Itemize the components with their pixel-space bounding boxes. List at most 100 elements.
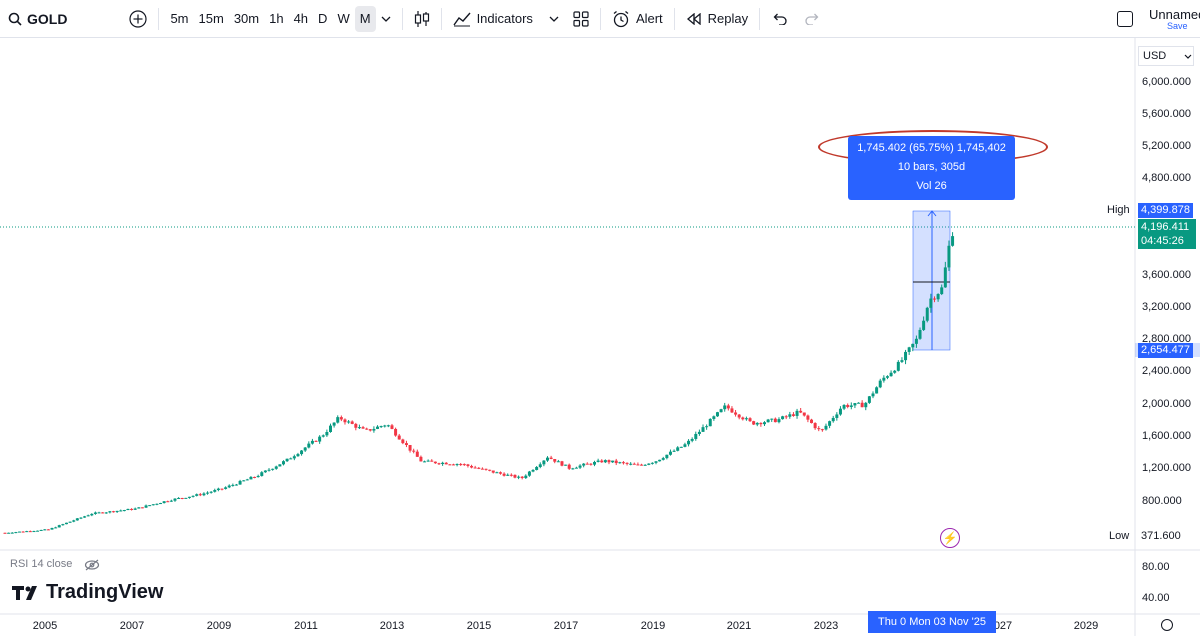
- candle-body: [683, 444, 687, 447]
- candle-body: [86, 515, 90, 517]
- candle-body: [36, 530, 40, 532]
- candle-body: [766, 419, 770, 423]
- y-tick-label: 6,000.000: [1142, 76, 1191, 88]
- candle-body: [658, 459, 662, 462]
- eye-off-icon[interactable]: [84, 559, 100, 571]
- interval-15m[interactable]: 15m: [198, 11, 224, 26]
- candle-body: [357, 427, 361, 429]
- candle-body: [339, 417, 343, 420]
- candle-body: [54, 527, 58, 529]
- measure-tooltip: 1,745.402 (65.75%) 1,745,402 10 bars, 30…: [848, 136, 1015, 200]
- candle-body: [303, 447, 307, 451]
- undo-button[interactable]: [766, 6, 792, 32]
- chevron-down-icon: [381, 16, 391, 22]
- candle-body: [415, 451, 419, 457]
- candle-body: [274, 466, 278, 469]
- candle-body: [462, 464, 466, 466]
- candle-body: [206, 492, 210, 494]
- candle-body: [918, 329, 922, 339]
- interval-4h[interactable]: 4h: [293, 11, 309, 26]
- candle-body: [629, 463, 633, 465]
- candle-body: [448, 464, 452, 466]
- interval-5m[interactable]: 5m: [170, 11, 189, 26]
- candle-body: [802, 412, 806, 416]
- compare-button[interactable]: [124, 6, 152, 32]
- candle-body: [853, 403, 857, 406]
- candle-body: [318, 436, 322, 442]
- indicators-dropdown[interactable]: [544, 6, 564, 32]
- chart-area[interactable]: 6,000.000 5,600.000 5,200.000 4,800.000 3,60…: [0, 38, 1200, 636]
- candle-body: [687, 440, 691, 445]
- candle-body: [520, 476, 524, 479]
- candle-body: [788, 414, 792, 417]
- candle-body: [701, 427, 705, 432]
- candle-body: [289, 458, 293, 460]
- candle-body: [900, 360, 904, 362]
- candle-body: [361, 427, 365, 429]
- redo-button[interactable]: [800, 6, 826, 32]
- candle-body: [748, 418, 752, 422]
- candle-body: [867, 396, 871, 403]
- candle-body: [773, 418, 777, 423]
- settings-icon[interactable]: [1161, 619, 1173, 631]
- candle-body: [285, 458, 289, 462]
- candle-body: [640, 464, 644, 466]
- high-label: High: [1104, 203, 1133, 218]
- candle-body: [947, 245, 951, 268]
- templates-button[interactable]: [568, 6, 594, 32]
- currency-select[interactable]: USD: [1138, 46, 1194, 66]
- symbol-search[interactable]: GOLD: [0, 6, 72, 32]
- interval-30m[interactable]: 30m: [233, 11, 260, 26]
- redo-icon: [805, 13, 819, 25]
- candle-body: [625, 462, 629, 464]
- indicators-button[interactable]: Indicators: [448, 6, 538, 32]
- chart-type-button[interactable]: [409, 6, 435, 32]
- candle-body: [151, 504, 155, 506]
- save-button[interactable]: Save: [1167, 21, 1188, 31]
- candle-body: [741, 417, 745, 420]
- candle-body: [925, 307, 929, 321]
- candle-body: [820, 429, 824, 431]
- candle-body: [549, 457, 553, 459]
- candle-body: [397, 435, 401, 440]
- candle-body: [379, 426, 383, 428]
- candle-body: [784, 416, 788, 418]
- candle-body: [115, 510, 119, 512]
- candle-body: [325, 431, 329, 436]
- candles-icon: [414, 10, 429, 27]
- x-tick-label: 2013: [380, 620, 404, 632]
- candle-body: [404, 443, 408, 445]
- candle-body: [180, 497, 184, 499]
- layout-name[interactable]: Unnamed: [1149, 7, 1200, 22]
- candle-body: [444, 462, 448, 465]
- interval-w[interactable]: W: [337, 11, 350, 26]
- candle-body: [271, 468, 275, 470]
- candle-body: [553, 458, 557, 462]
- interval-1h[interactable]: 1h: [269, 11, 284, 26]
- interval-m[interactable]: M: [354, 5, 376, 32]
- candle-body: [365, 428, 369, 430]
- rsi-label: RSI 14 close: [10, 558, 73, 570]
- candle-body: [730, 408, 734, 413]
- candle-body: [556, 461, 560, 463]
- candle-body: [242, 480, 246, 482]
- candle-body: [159, 503, 163, 505]
- x-tick-label: 2015: [467, 620, 491, 632]
- interval-dropdown[interactable]: [376, 6, 396, 32]
- candle-body: [227, 485, 231, 488]
- candle-body: [860, 402, 864, 408]
- alert-button[interactable]: Alert: [607, 6, 668, 32]
- candle-body: [256, 475, 260, 478]
- replay-button[interactable]: Replay: [681, 6, 753, 32]
- interval-d[interactable]: D: [318, 11, 328, 26]
- candle-body: [737, 414, 741, 418]
- candle-body: [546, 457, 549, 461]
- price-chart[interactable]: 6,000.000 5,600.000 5,200.000 4,800.000 3,60…: [0, 38, 1200, 636]
- layout-toggle-icon[interactable]: [1117, 11, 1133, 27]
- y-tick-label: 5,200.000: [1142, 140, 1191, 152]
- lightning-icon[interactable]: ⚡: [940, 528, 960, 548]
- candle-body: [574, 467, 578, 469]
- candle-body: [781, 416, 785, 420]
- candle-body: [72, 520, 76, 522]
- candle-body: [473, 467, 477, 469]
